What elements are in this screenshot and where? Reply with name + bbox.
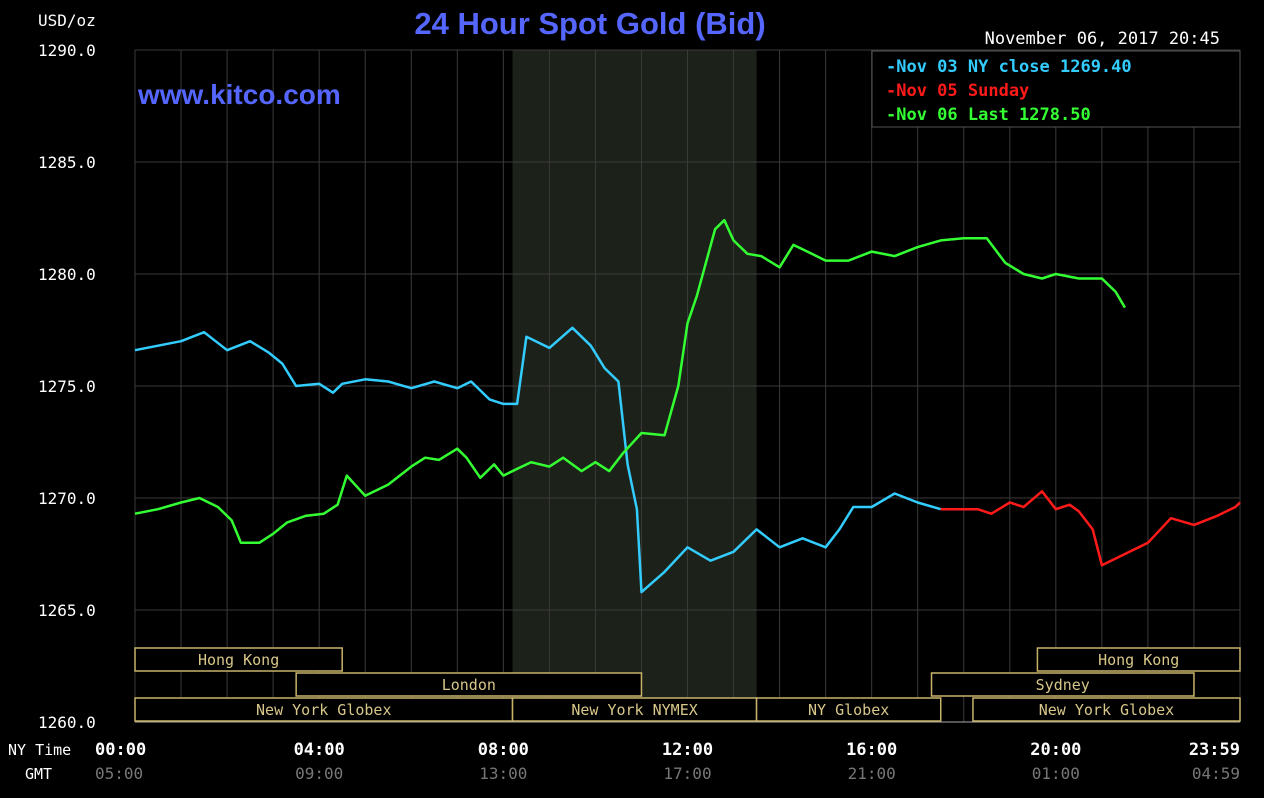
- x-tick-gmt: 04:59: [1192, 764, 1240, 783]
- session-box: [295, 672, 643, 697]
- session-box: [930, 672, 1195, 697]
- x-tick-gmt: 21:00: [848, 764, 896, 783]
- series-line-0: [134, 326, 942, 594]
- x-tick-ny: 12:00: [662, 740, 713, 760]
- y-tick-label: 1275.0: [38, 377, 96, 396]
- session-box: [1036, 647, 1241, 672]
- session-label: New York Globex: [1039, 701, 1174, 719]
- x-axis-ticks: 00:00 04:00 08:00 12:00 16:00 20:00 23:59 05:00…: [95, 740, 1240, 783]
- y-tick-label: 1280.0: [38, 265, 96, 284]
- x-tick-ny: 20:00: [1030, 740, 1081, 760]
- x-tick-gmt: 09:00: [295, 764, 343, 783]
- gmt-label: GMT: [25, 765, 52, 783]
- session-box: [134, 647, 343, 672]
- legend-box: [871, 50, 1241, 128]
- x-tick-ny: 23:59: [1189, 740, 1240, 760]
- x-tick-gmt: 01:00: [1032, 764, 1080, 783]
- x-tick-ny: 04:00: [294, 740, 345, 760]
- legend-entry: -Nov 06 Last 1278.50: [886, 105, 1091, 125]
- series-line-2: [134, 218, 1126, 545]
- timestamp: November 06, 2017 20:45: [985, 29, 1220, 49]
- y-axis-ticks: 1260.0 1265.0 1270.0 1275.0 1280.0 1285.0 1290…: [38, 41, 96, 732]
- session-box: [972, 697, 1241, 722]
- legend-entry: -Nov 03 NY close 1269.40: [886, 57, 1132, 77]
- x-tick-ny: 00:00: [95, 740, 146, 760]
- y-tick-label: 1265.0: [38, 601, 96, 620]
- legend: -Nov 03 NY close 1269.40 -Nov 05 Sunday -N…: [871, 50, 1241, 128]
- x-tick-ny: 08:00: [478, 740, 529, 760]
- session-label: London: [442, 676, 496, 694]
- session-label: Hong Kong: [198, 651, 279, 669]
- y-tick-label: 1270.0: [38, 489, 96, 508]
- series-line-1: [940, 490, 1241, 567]
- session-label: New York NYMEX: [571, 701, 697, 719]
- ny-time-label: NY Time: [8, 741, 71, 759]
- watermark: www.kitco.com: [137, 79, 341, 110]
- chart-title: 24 Hour Spot Gold (Bid): [414, 6, 765, 41]
- x-tick-gmt: 17:00: [663, 764, 711, 783]
- y-unit-label: USD/oz: [38, 11, 96, 30]
- session-label: Sydney: [1036, 676, 1090, 694]
- grid-lines: [134, 49, 1241, 723]
- trading-sessions: Hong Kong Hong Kong London Sydney New York G…: [134, 647, 1241, 722]
- session-label: Hong Kong: [1098, 651, 1179, 669]
- session-label: NY Globex: [808, 701, 889, 719]
- x-tick-gmt: 13:00: [479, 764, 527, 783]
- session-label: New York Globex: [256, 701, 391, 719]
- x-tick-gmt: 05:00: [95, 764, 143, 783]
- price-series: [134, 218, 1241, 594]
- y-tick-label: 1290.0: [38, 41, 96, 60]
- legend-entry: -Nov 05 Sunday: [886, 81, 1029, 101]
- session-box: [755, 697, 942, 722]
- y-tick-label: 1285.0: [38, 153, 96, 172]
- x-tick-ny: 16:00: [846, 740, 897, 760]
- y-tick-label: 1260.0: [38, 713, 96, 732]
